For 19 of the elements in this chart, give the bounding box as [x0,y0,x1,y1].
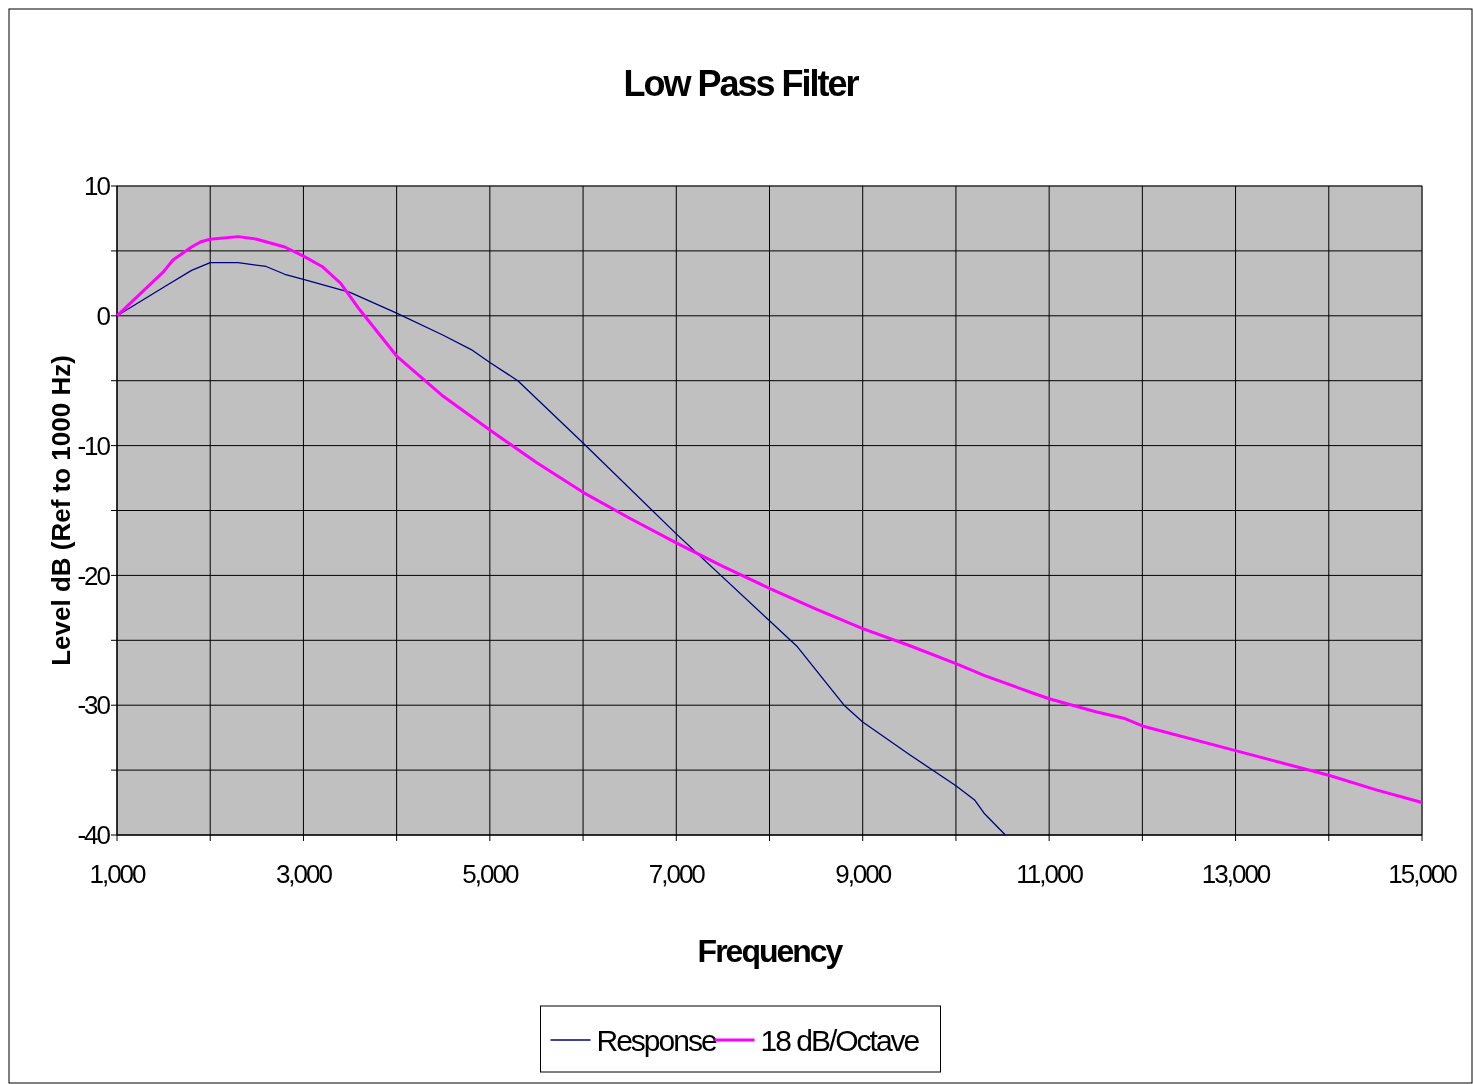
y-tick-label: -40 [77,820,111,851]
chart-title: Low Pass Filter [623,63,860,104]
x-tick-label: 15,000 [1388,859,1458,889]
x-axis-title: Frequency [697,933,844,969]
y-tick-label: -20 [77,560,111,591]
legend-label: Response [596,1023,717,1057]
x-tick-label: 7,000 [648,859,706,889]
y-tick-label: -30 [77,690,111,721]
x-tick-label: 1,000 [89,859,147,889]
y-axis-title: Level dB (Ref to 1000 Hz) [46,355,76,666]
x-tick-label: 13,000 [1201,859,1271,889]
legend-label: 18 dB/Octave [760,1023,920,1057]
x-tick-label: 11,000 [1016,859,1084,889]
y-tick-label: -10 [77,430,111,461]
x-tick-label: 9,000 [835,859,892,889]
y-tick-label: 10 [84,171,111,202]
y-tick-label: 0 [96,300,111,331]
x-tick-label: 5,000 [462,859,519,889]
x-tick-label: 3,000 [275,859,333,889]
